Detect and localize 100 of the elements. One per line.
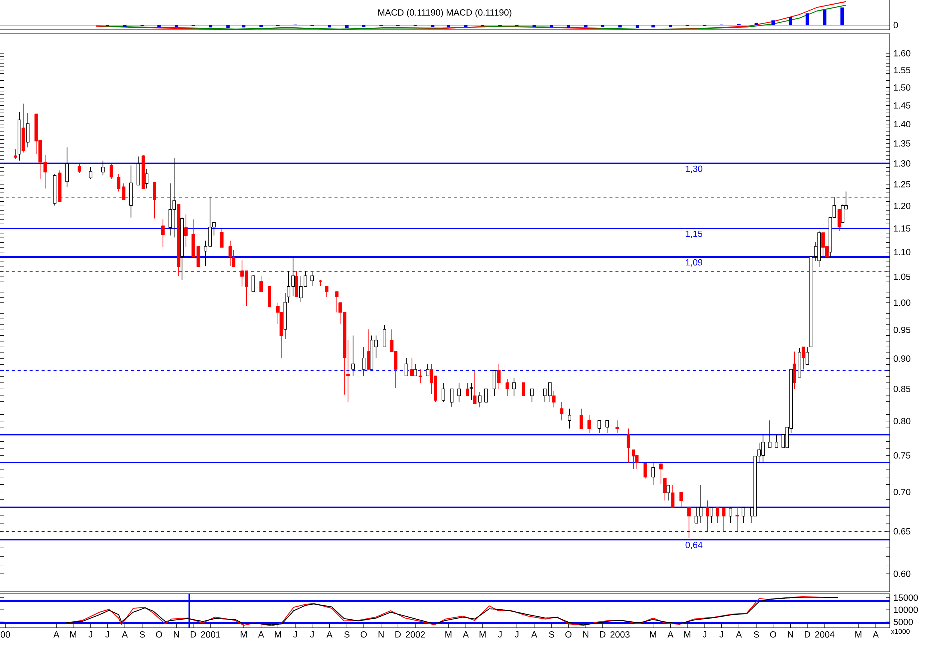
candlestick <box>161 219 165 248</box>
candlestick <box>383 324 386 348</box>
y-tick-label: 1.30 <box>894 160 911 167</box>
candlestick <box>497 364 501 390</box>
x-tick-label: M <box>446 632 452 638</box>
bar <box>772 20 776 26</box>
candlestick <box>626 428 630 464</box>
y-tick-label: 5000 <box>894 619 914 626</box>
candlestick <box>729 507 732 524</box>
y-tick-label: 0.85 <box>894 386 911 392</box>
candlestick <box>414 364 418 377</box>
candlestick <box>130 165 133 218</box>
x-tick-label: O <box>566 632 572 638</box>
x-tick-label: 2002 <box>406 632 426 638</box>
candlestick <box>688 507 691 539</box>
y-tick-label: 0.65 <box>894 528 911 535</box>
y-tick-label: 1.45 <box>894 102 911 109</box>
candlestick <box>512 378 516 396</box>
x-tick-label: A <box>326 632 333 638</box>
x-tick-label: M <box>856 632 862 638</box>
candlestick <box>716 507 720 524</box>
x-tick-label: O <box>156 632 162 638</box>
x-tick-label: A <box>122 632 128 638</box>
x-tick-label: N <box>174 632 180 638</box>
ref-line-label: 0,64 <box>686 542 703 550</box>
x-tick-label: A <box>258 632 264 638</box>
candlestick <box>580 408 584 430</box>
x-tick-label: M <box>480 632 486 638</box>
candlestick <box>680 492 684 508</box>
y-tick-label: 1.00 <box>894 300 911 306</box>
candlestick <box>506 378 510 396</box>
y-tick-label: 0.75 <box>894 452 911 459</box>
candlestick <box>492 370 496 396</box>
candlestick <box>153 182 156 220</box>
x-tick-label: O <box>770 632 776 638</box>
y-tick-label: 0.90 <box>894 356 911 362</box>
candlestick <box>26 113 30 148</box>
x-tick-label: A <box>531 632 538 638</box>
y-tick-label: 15000 <box>894 594 918 602</box>
bar <box>789 17 792 26</box>
x-tick-label: 00 <box>0 632 10 638</box>
candlestick <box>606 420 610 434</box>
bar <box>566 25 570 28</box>
bar <box>345 25 349 28</box>
x-tick-label: A <box>54 632 60 638</box>
y-tick-label: 10000 <box>894 606 918 614</box>
y-tick-label: 1.40 <box>894 121 911 128</box>
x-tick-label: S <box>344 632 350 638</box>
candlestick <box>722 508 726 532</box>
candlestick <box>466 382 470 396</box>
x-tick-label: D <box>600 632 606 638</box>
x-tick-label: A <box>668 632 674 638</box>
y-tick-label: 0.80 <box>894 418 911 425</box>
y-tick-label: 0.95 <box>894 326 911 334</box>
x-tick-label: S <box>754 632 760 638</box>
candlestick <box>450 388 454 408</box>
candlestick <box>184 214 188 248</box>
candlestick <box>335 292 339 313</box>
y-tick-label: 1.55 <box>894 67 911 74</box>
candlestick <box>310 272 314 287</box>
candlestick <box>362 346 366 377</box>
x-tick-label: J <box>106 632 110 638</box>
candlestick <box>822 232 825 258</box>
x-tick-label: J <box>293 632 298 638</box>
candlestick <box>552 390 556 408</box>
x-tick-label: N <box>788 632 794 638</box>
candlestick <box>838 209 842 232</box>
candlestick <box>742 507 746 524</box>
candlestick <box>736 507 740 532</box>
candlestick <box>568 408 572 430</box>
candlestick <box>522 382 526 396</box>
x-tick-label: A <box>736 632 742 638</box>
ref-line-label: 1,30 <box>686 166 703 174</box>
candlestick <box>652 463 656 486</box>
x-tick-label: 2001 <box>201 632 220 638</box>
candlestick <box>671 485 675 508</box>
candlestick <box>710 507 714 524</box>
y-tick-label: 1.15 <box>894 226 911 232</box>
bar <box>226 25 230 28</box>
candlestick <box>458 382 462 403</box>
x-tick-label: M <box>684 632 691 638</box>
candlestick <box>484 388 488 403</box>
text: 0 <box>894 22 898 28</box>
y-tick-label: 1.35 <box>894 140 911 147</box>
x-tick-label: D <box>396 632 401 638</box>
candlestick <box>792 351 796 390</box>
x-tick-label: J <box>498 632 502 638</box>
candlestick <box>110 164 114 180</box>
x-tick-label: M <box>70 632 76 638</box>
candlestick <box>426 364 430 377</box>
candlestick <box>418 369 422 384</box>
bar <box>754 22 758 26</box>
candlestick <box>145 168 149 190</box>
candlestick <box>530 388 534 403</box>
y-tick-label: 1.10 <box>894 249 911 256</box>
x-tick-label: M <box>275 632 282 638</box>
bar <box>806 14 810 26</box>
x-tick-label: J <box>310 632 314 638</box>
y-tick-label: 1.20 <box>894 202 911 210</box>
candlestick <box>841 204 845 224</box>
